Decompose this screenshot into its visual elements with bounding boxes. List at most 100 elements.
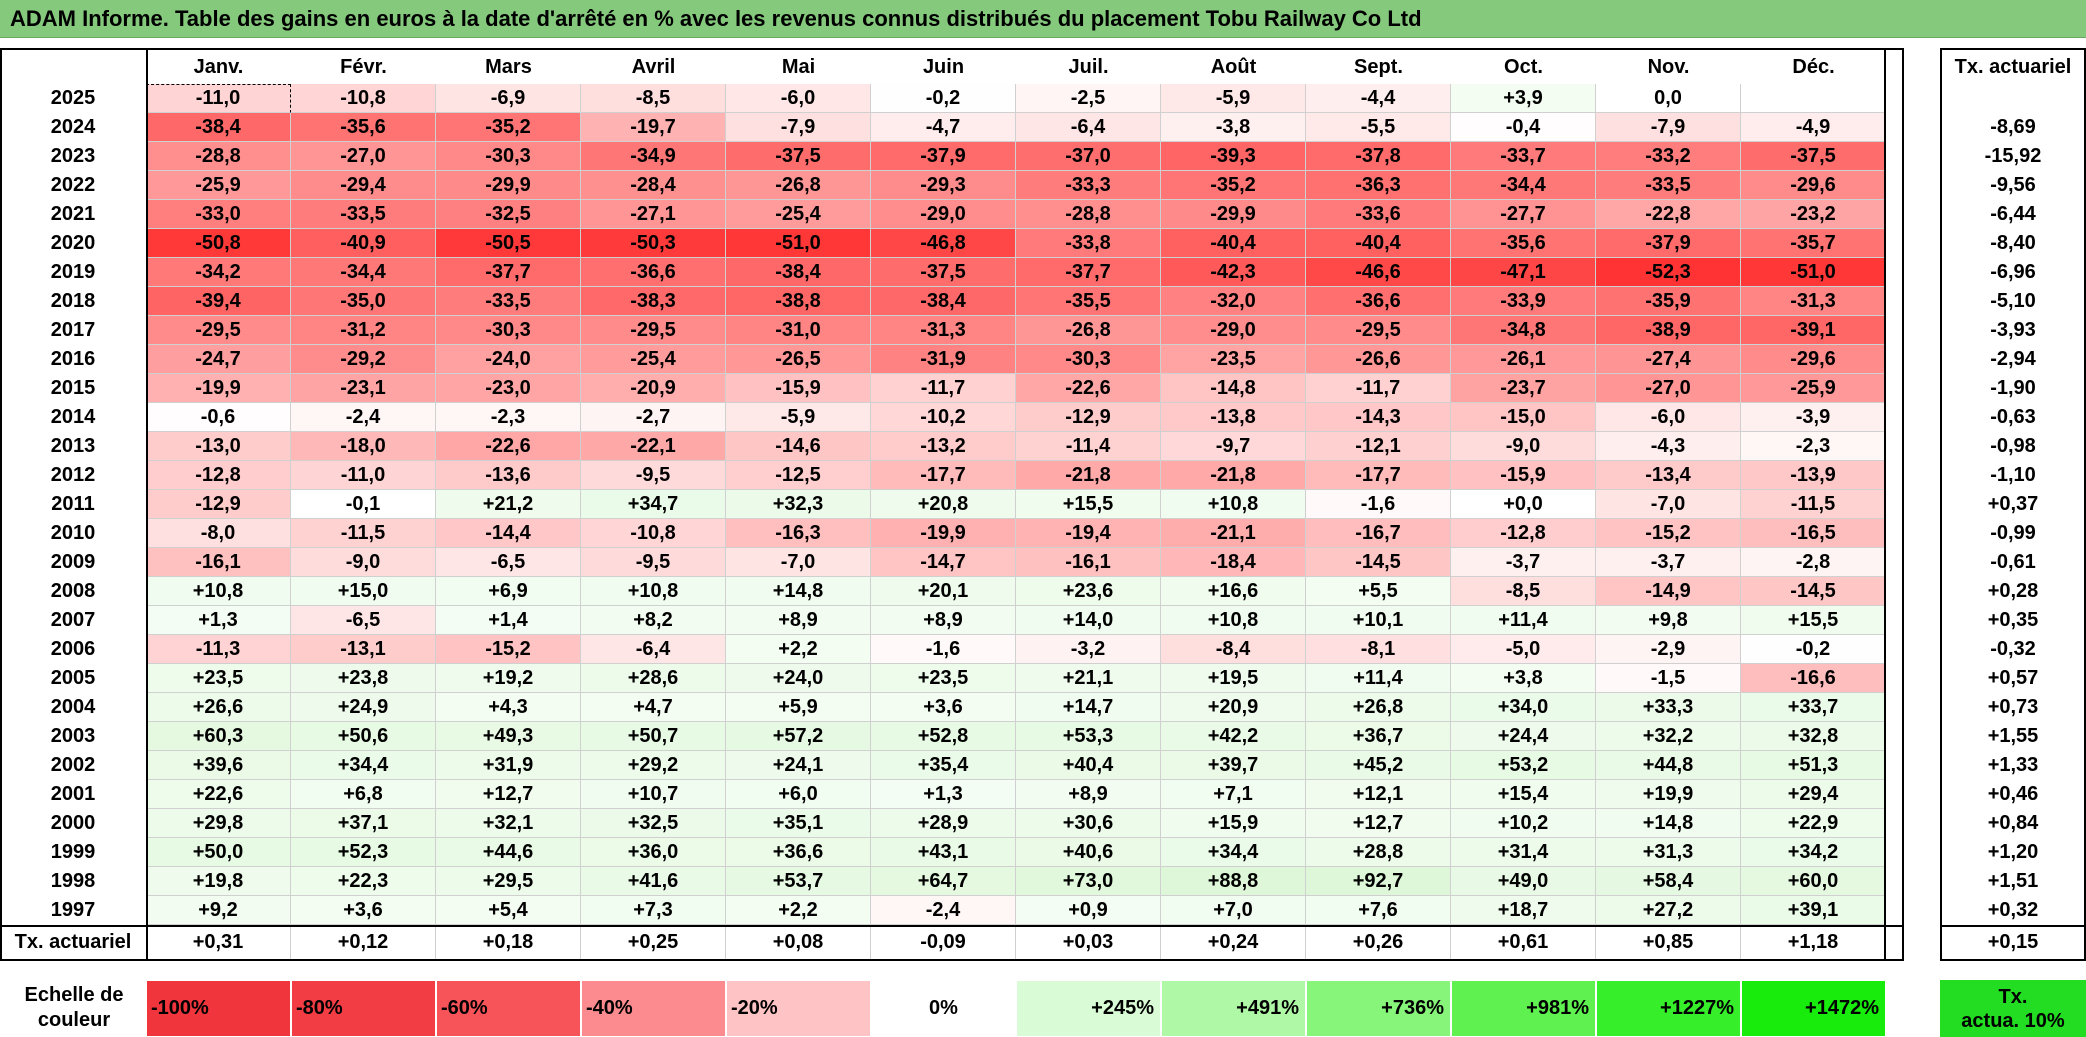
summary-cell: -0,09 xyxy=(871,925,1016,959)
value-cell: +39,6 xyxy=(146,751,291,780)
row-tx-actuariel: +1,20 xyxy=(1987,841,2039,863)
value-cell: -40,9 xyxy=(291,229,436,258)
value-cell: +28,9 xyxy=(871,809,1016,838)
value-cell: -34,4 xyxy=(1451,171,1596,200)
row-year-label: 2019 xyxy=(50,261,96,283)
value-cell: -2,4 xyxy=(291,403,436,432)
value-cell: -33,0 xyxy=(146,200,291,229)
value-cell: -7,9 xyxy=(1596,113,1741,142)
row-year-label: 2009 xyxy=(50,551,96,573)
value-cell: +3,9 xyxy=(1451,84,1596,113)
value-cell: -12,9 xyxy=(146,490,291,519)
value-cell: +11,4 xyxy=(1306,664,1451,693)
row-tx-actuariel: +1,55 xyxy=(1987,725,2039,747)
value-cell: +8,9 xyxy=(726,606,871,635)
value-cell: +16,6 xyxy=(1161,577,1306,606)
value-cell: -2,4 xyxy=(871,896,1016,925)
color-scale-swatch: -100% xyxy=(146,980,291,1037)
value-cell: +43,1 xyxy=(871,838,1016,867)
month-header: Juil. xyxy=(1068,55,1109,78)
value-cell: -15,9 xyxy=(1451,461,1596,490)
value-cell: -23,2 xyxy=(1741,200,1886,229)
value-cell: -27,1 xyxy=(581,200,726,229)
value-cell: +35,4 xyxy=(871,751,1016,780)
value-cell: -26,1 xyxy=(1451,345,1596,374)
value-cell: -37,9 xyxy=(1596,229,1741,258)
value-cell: +29,8 xyxy=(146,809,291,838)
value-cell: -15,0 xyxy=(1451,403,1596,432)
value-cell: -6,0 xyxy=(726,84,871,113)
value-cell: -35,6 xyxy=(291,113,436,142)
value-cell: +15,9 xyxy=(1161,809,1306,838)
value-cell: +29,4 xyxy=(1741,780,1886,809)
value-cell: +19,9 xyxy=(1596,780,1741,809)
tx-actuariel-header: Tx. actuariel xyxy=(1954,55,2072,78)
color-scale-swatch: +245% xyxy=(1016,980,1161,1037)
value-cell: -7,0 xyxy=(1596,490,1741,519)
row-tx-actuariel: -0,98 xyxy=(1990,435,2036,457)
value-cell: -29,9 xyxy=(1161,200,1306,229)
value-cell: -35,0 xyxy=(291,287,436,316)
value-cell: -31,0 xyxy=(726,316,871,345)
value-cell: +9,2 xyxy=(146,896,291,925)
value-cell: +45,2 xyxy=(1306,751,1451,780)
value-cell: -1,6 xyxy=(1306,490,1451,519)
value-cell: +7,1 xyxy=(1161,780,1306,809)
value-cell: -22,6 xyxy=(436,432,581,461)
summary-label: Tx. actuariel xyxy=(14,930,132,953)
value-cell: -33,6 xyxy=(1306,200,1451,229)
value-cell: +24,4 xyxy=(1451,722,1596,751)
value-cell: +37,1 xyxy=(291,809,436,838)
value-cell: +10,8 xyxy=(581,577,726,606)
value-cell: -27,0 xyxy=(1596,374,1741,403)
value-cell: -19,9 xyxy=(146,374,291,403)
value-cell: +19,2 xyxy=(436,664,581,693)
value-cell: +0,0 xyxy=(1451,490,1596,519)
value-cell: -14,5 xyxy=(1741,577,1886,606)
value-cell: -9,0 xyxy=(1451,432,1596,461)
value-cell: +41,6 xyxy=(581,867,726,896)
row-year-label: 1999 xyxy=(50,841,96,863)
value-cell: -46,6 xyxy=(1306,258,1451,287)
value-cell: -40,4 xyxy=(1161,229,1306,258)
value-cell: +33,7 xyxy=(1741,693,1886,722)
value-cell: +29,2 xyxy=(581,751,726,780)
value-cell: +20,8 xyxy=(871,490,1016,519)
value-cell: -35,5 xyxy=(1016,287,1161,316)
value-cell: +32,8 xyxy=(1741,722,1886,751)
value-cell: -13,9 xyxy=(1741,461,1886,490)
value-cell: +5,9 xyxy=(726,693,871,722)
row-year-label: 2003 xyxy=(50,725,96,747)
value-cell: -8,5 xyxy=(1451,577,1596,606)
value-cell: -39,4 xyxy=(146,287,291,316)
row-tx-actuariel: -0,99 xyxy=(1990,522,2036,544)
value-cell: -4,7 xyxy=(871,113,1016,142)
value-cell: -13,4 xyxy=(1596,461,1741,490)
value-cell: -5,9 xyxy=(726,403,871,432)
value-cell: -10,8 xyxy=(291,84,436,113)
color-scale-swatch: 0% xyxy=(871,980,1016,1037)
value-cell: -10,2 xyxy=(871,403,1016,432)
value-cell: -27,4 xyxy=(1596,345,1741,374)
value-cell: +24,9 xyxy=(291,693,436,722)
value-cell: -33,8 xyxy=(1016,229,1161,258)
value-cell: -22,1 xyxy=(581,432,726,461)
value-cell: +51,3 xyxy=(1741,751,1886,780)
value-cell: -14,4 xyxy=(436,519,581,548)
value-cell: -19,9 xyxy=(871,519,1016,548)
value-cell: +30,6 xyxy=(1016,809,1161,838)
value-cell: +32,2 xyxy=(1596,722,1741,751)
value-cell: +36,0 xyxy=(581,838,726,867)
value-cell: +88,8 xyxy=(1161,867,1306,896)
value-cell: -15,2 xyxy=(436,635,581,664)
value-cell: -29,0 xyxy=(871,200,1016,229)
value-cell: -33,2 xyxy=(1596,142,1741,171)
value-cell: -17,7 xyxy=(871,461,1016,490)
value-cell: +20,9 xyxy=(1161,693,1306,722)
value-cell: -2,3 xyxy=(436,403,581,432)
value-cell: -19,7 xyxy=(581,113,726,142)
value-cell: -37,8 xyxy=(1306,142,1451,171)
value-cell: -29,4 xyxy=(291,171,436,200)
value-cell: -3,2 xyxy=(1016,635,1161,664)
color-scale-swatch: +981% xyxy=(1451,980,1596,1037)
